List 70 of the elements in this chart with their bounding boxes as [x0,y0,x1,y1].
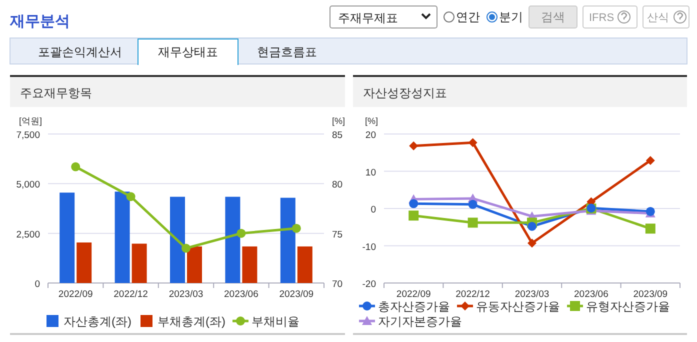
point [645,224,656,234]
legend-label: 부채총계(좌) [158,314,226,328]
y-tick-label: 5,000 [16,180,40,191]
point [236,228,246,238]
legend-label: 자산총계(좌) [64,314,132,328]
point [468,138,478,148]
bar [187,246,202,283]
bar [170,196,185,283]
point [409,141,418,150]
y-tick-label: -10 [362,242,376,253]
legend-label: 총자산증가율 [378,300,450,314]
x-tick-label: 2023/09 [279,289,314,300]
x-tick-label: 2022/12 [456,289,490,300]
y2-axis-title: [%] [332,116,346,126]
y-tick-label: -20 [362,279,376,290]
point [468,218,478,228]
y-tick-label: 0 [34,279,40,290]
bar [60,192,75,283]
y-tick-label: 2,500 [16,229,40,240]
legend-label: 부채비율 [252,314,300,328]
chart-title: 주요재무항목 [20,86,92,100]
text: 연간 [456,10,480,24]
x-tick-label: 2023/06 [574,289,608,300]
chart-title: 자산성장성지표 [363,86,447,100]
bar [76,242,92,283]
bar [297,246,312,283]
x-tick-label: 2022/12 [114,289,148,300]
text: 재무상태표 [158,45,218,59]
text: 검색 [541,10,565,24]
text: 포괄손익계산서 [38,45,122,59]
bar [225,196,240,283]
y-tick-label: 0 [370,204,376,216]
x-tick-label: 2023/06 [224,289,258,300]
point [408,210,419,221]
text: IFRS [589,12,614,24]
y-tick-label: 10 [365,167,376,178]
x-tick-label: 2022/09 [58,289,93,300]
x-tick-label: 2023/03 [168,289,204,300]
bar [280,198,296,283]
y-axis-title: [%] [364,116,378,126]
x-tick-label: 2023/03 [514,289,550,300]
text: 주재무제표 [338,11,398,25]
point [292,224,301,233]
y-axis-title: [억원] [18,116,42,126]
legend-label: 유형자산증가율 [586,300,670,314]
legend-label: 유동자산증가율 [476,300,560,314]
text: 산식 [647,12,669,24]
y2-tick-label: 85 [332,130,343,141]
legend-label: 자기자본증가율 [378,314,462,328]
point [528,222,536,231]
x-tick-label: 2023/09 [633,289,668,300]
text: 분기 [499,10,523,24]
point [468,200,478,209]
bar [132,244,147,283]
point [71,162,80,172]
bar [242,246,258,283]
point [409,199,418,208]
point [528,238,536,248]
y-tick-label: 20 [365,130,376,141]
bar [114,192,130,283]
y2-tick-label: 80 [332,180,343,191]
y2-tick-label: 75 [332,229,343,240]
text: 재무분석 [9,13,70,30]
point [126,192,136,202]
text: 현금흐름표 [257,45,317,59]
y2-tick-label: 70 [332,279,343,290]
point [646,156,655,165]
x-tick-label: 2022/09 [396,289,431,300]
point [182,244,190,253]
y-tick-label: 7,500 [16,130,40,141]
